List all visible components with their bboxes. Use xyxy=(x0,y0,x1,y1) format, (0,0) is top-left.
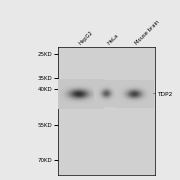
Text: –: – xyxy=(153,92,156,97)
Text: TDP2: TDP2 xyxy=(157,92,172,97)
Text: HepG2: HepG2 xyxy=(78,30,95,46)
Text: HeLa: HeLa xyxy=(106,33,119,46)
Text: Mouse brain: Mouse brain xyxy=(134,19,160,46)
